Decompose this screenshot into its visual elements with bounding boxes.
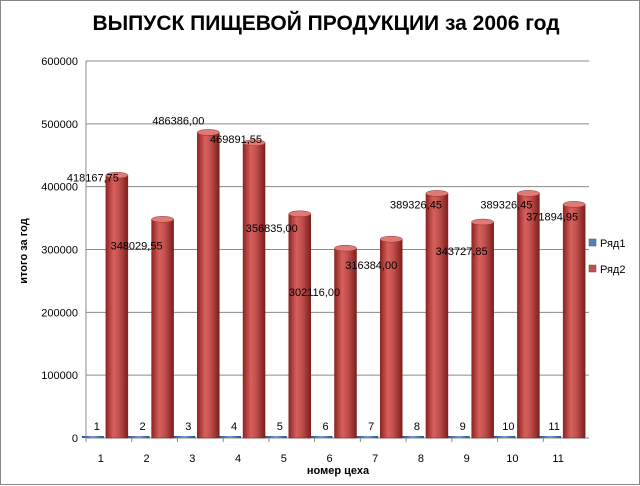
legend-swatch xyxy=(588,264,597,273)
bar-series2 xyxy=(562,201,586,439)
data-label-series2: 316384,00 xyxy=(345,260,397,272)
x-tick-label: 3 xyxy=(189,453,195,465)
y-tick-label: 100000 xyxy=(41,370,78,382)
data-label-series2: 356835,00 xyxy=(246,223,298,235)
y-axis-ticks: 0 100000 200000 300000 400000 500000 600000 xyxy=(41,56,78,445)
data-label-series1: 5 xyxy=(277,421,283,433)
bar-series2 xyxy=(105,172,129,439)
data-label-series1: 11 xyxy=(548,421,559,433)
legend-label: Ряд1 xyxy=(600,238,625,250)
data-label-series2: 469891,55 xyxy=(210,134,262,146)
data-label-series1: 9 xyxy=(460,421,466,433)
bar-series1 xyxy=(356,435,379,438)
y-tick-label: 500000 xyxy=(41,119,78,131)
bar-series1 xyxy=(264,435,287,438)
bar-series1 xyxy=(493,435,516,438)
data-label-series2: 302116,00 xyxy=(289,287,340,299)
x-axis-ticks: 1 2 3 4 5 6 7 8 9 10 11 xyxy=(85,438,564,465)
data-label-series1: 2 xyxy=(140,421,146,433)
x-tick-label: 1 xyxy=(98,453,104,465)
bar-series2 xyxy=(242,139,266,439)
data-label-series1: 6 xyxy=(322,421,328,433)
x-tick-label: 4 xyxy=(235,453,241,465)
x-tick-label: 6 xyxy=(326,453,332,465)
x-tick-label: 5 xyxy=(281,453,287,465)
data-label-series2: 486386,00 xyxy=(152,115,204,127)
data-label-series1: 8 xyxy=(414,421,420,433)
bar-series1 xyxy=(447,435,470,438)
x-axis-label: номер цеха xyxy=(307,465,370,477)
data-label-series2: 418167,75 xyxy=(67,172,119,184)
x-tick-label: 2 xyxy=(144,453,150,465)
x-tick-label: 9 xyxy=(464,453,470,465)
bar-series2 xyxy=(425,190,449,439)
legend-label: Ряд2 xyxy=(600,264,625,276)
data-label-series1: 7 xyxy=(368,421,374,433)
bar-series1 xyxy=(539,435,562,438)
bar-series2 xyxy=(288,210,312,439)
x-tick-label: 7 xyxy=(372,453,378,465)
x-tick-label: 8 xyxy=(418,453,424,465)
data-labels: 1 2 3 4 5 6 7 8 9 10 11 418167,75 348029,55 486386,00… xyxy=(67,115,578,433)
bar-series1 xyxy=(173,435,196,438)
bar-series1 xyxy=(127,435,150,438)
data-label-series1: 3 xyxy=(185,421,191,433)
data-label-series1: 10 xyxy=(502,421,514,433)
x-tick-label: 10 xyxy=(506,453,518,465)
bar-series1 xyxy=(310,435,333,438)
data-label-series2: 348029,55 xyxy=(111,240,163,252)
y-tick-label: 0 xyxy=(72,433,78,445)
bar-series2 xyxy=(517,190,540,439)
y-tick-label: 200000 xyxy=(41,307,78,319)
data-label-series2: 389326,45 xyxy=(390,199,442,211)
y-tick-label: 600000 xyxy=(41,56,78,68)
chart-title: ВЫПУСК ПИЩЕВОЙ ПРОДУКЦИИ за 2006 год xyxy=(92,11,559,35)
data-label-series2: 389326,45 xyxy=(480,199,532,211)
data-label-series2: 371894,95 xyxy=(526,211,578,223)
bar-series1 xyxy=(401,435,424,438)
data-label-series2: 343727,85 xyxy=(436,246,488,258)
bar-series2 xyxy=(334,244,357,439)
bar-series2 xyxy=(379,235,403,439)
bar-series1 xyxy=(219,435,242,438)
y-tick-label: 300000 xyxy=(41,245,78,257)
bars xyxy=(81,129,586,439)
legend: Ряд1 Ряд2 xyxy=(588,238,625,276)
bar-series2 xyxy=(471,218,494,439)
bar-series2 xyxy=(197,129,220,439)
bar-series2 xyxy=(151,216,174,439)
data-label-series1: 1 xyxy=(94,421,100,433)
bar-series1 xyxy=(81,435,104,438)
data-label-series1: 4 xyxy=(231,421,237,433)
y-axis-label: итого за год xyxy=(18,218,30,283)
y-tick-label: 400000 xyxy=(41,182,78,194)
x-tick-label: 11 xyxy=(552,453,563,465)
legend-swatch xyxy=(588,238,597,247)
